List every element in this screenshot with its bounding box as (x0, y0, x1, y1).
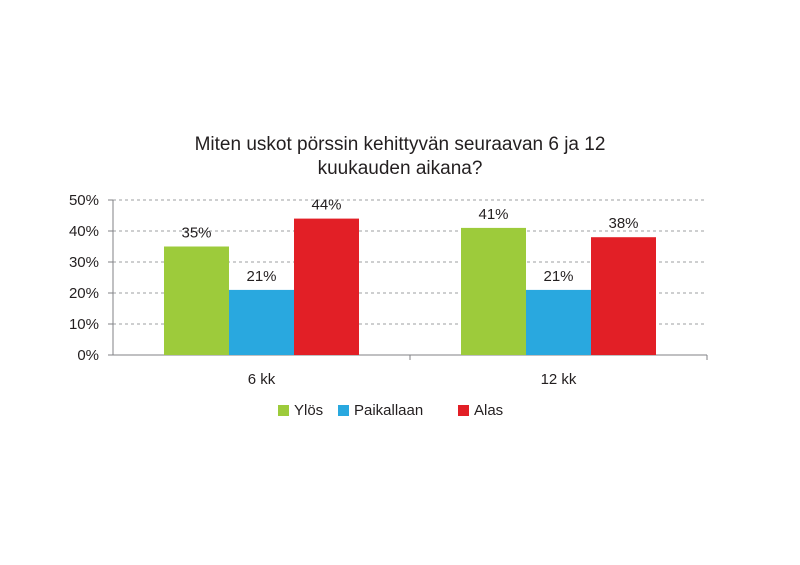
chart-title-line-1: Miten uskot pörssin kehittyvän seuraavan… (194, 134, 606, 155)
legend-swatch-alas (458, 405, 469, 416)
chart-title: Miten uskot pörssin kehittyvän seuraavan… (0, 133, 800, 181)
chart-title-line-2: kuukauden aikana? (317, 158, 483, 179)
x-category-label: 6 kk (248, 371, 276, 388)
y-tick-label: 10% (69, 316, 99, 333)
data-labels: 35% 21% 44% 41% 21% 38% (181, 197, 638, 285)
bars (164, 218, 656, 355)
legend-label-alas: Alas (474, 402, 503, 419)
bar-alas-1 (294, 218, 359, 355)
data-label: 35% (181, 225, 211, 242)
y-tick-label: 40% (69, 223, 99, 240)
y-tick-label: 0% (77, 347, 99, 364)
legend-swatch-ylös (278, 405, 289, 416)
data-label: 21% (246, 268, 276, 285)
bar-paikallaan-1 (229, 289, 294, 355)
data-label: 38% (608, 215, 638, 232)
legend-label-paikallaan: Paikallaan (354, 402, 423, 419)
data-label: 44% (311, 197, 341, 214)
bar-ylös-2 (461, 227, 526, 355)
legend-swatch-paikallaan (338, 405, 349, 416)
legend: Ylös Paikallaan Alas (278, 402, 503, 419)
y-tick-label: 50% (69, 192, 99, 209)
data-label: 41% (478, 206, 508, 223)
data-label: 21% (543, 268, 573, 285)
bar-alas-2 (591, 237, 656, 355)
bar-ylös-1 (164, 246, 229, 355)
legend-label-ylös: Ylös (294, 402, 323, 419)
y-tick-label: 30% (69, 254, 99, 271)
bar-paikallaan-2 (526, 289, 591, 355)
x-category-label: 12 kk (541, 371, 577, 388)
y-tick-label: 20% (69, 285, 99, 302)
